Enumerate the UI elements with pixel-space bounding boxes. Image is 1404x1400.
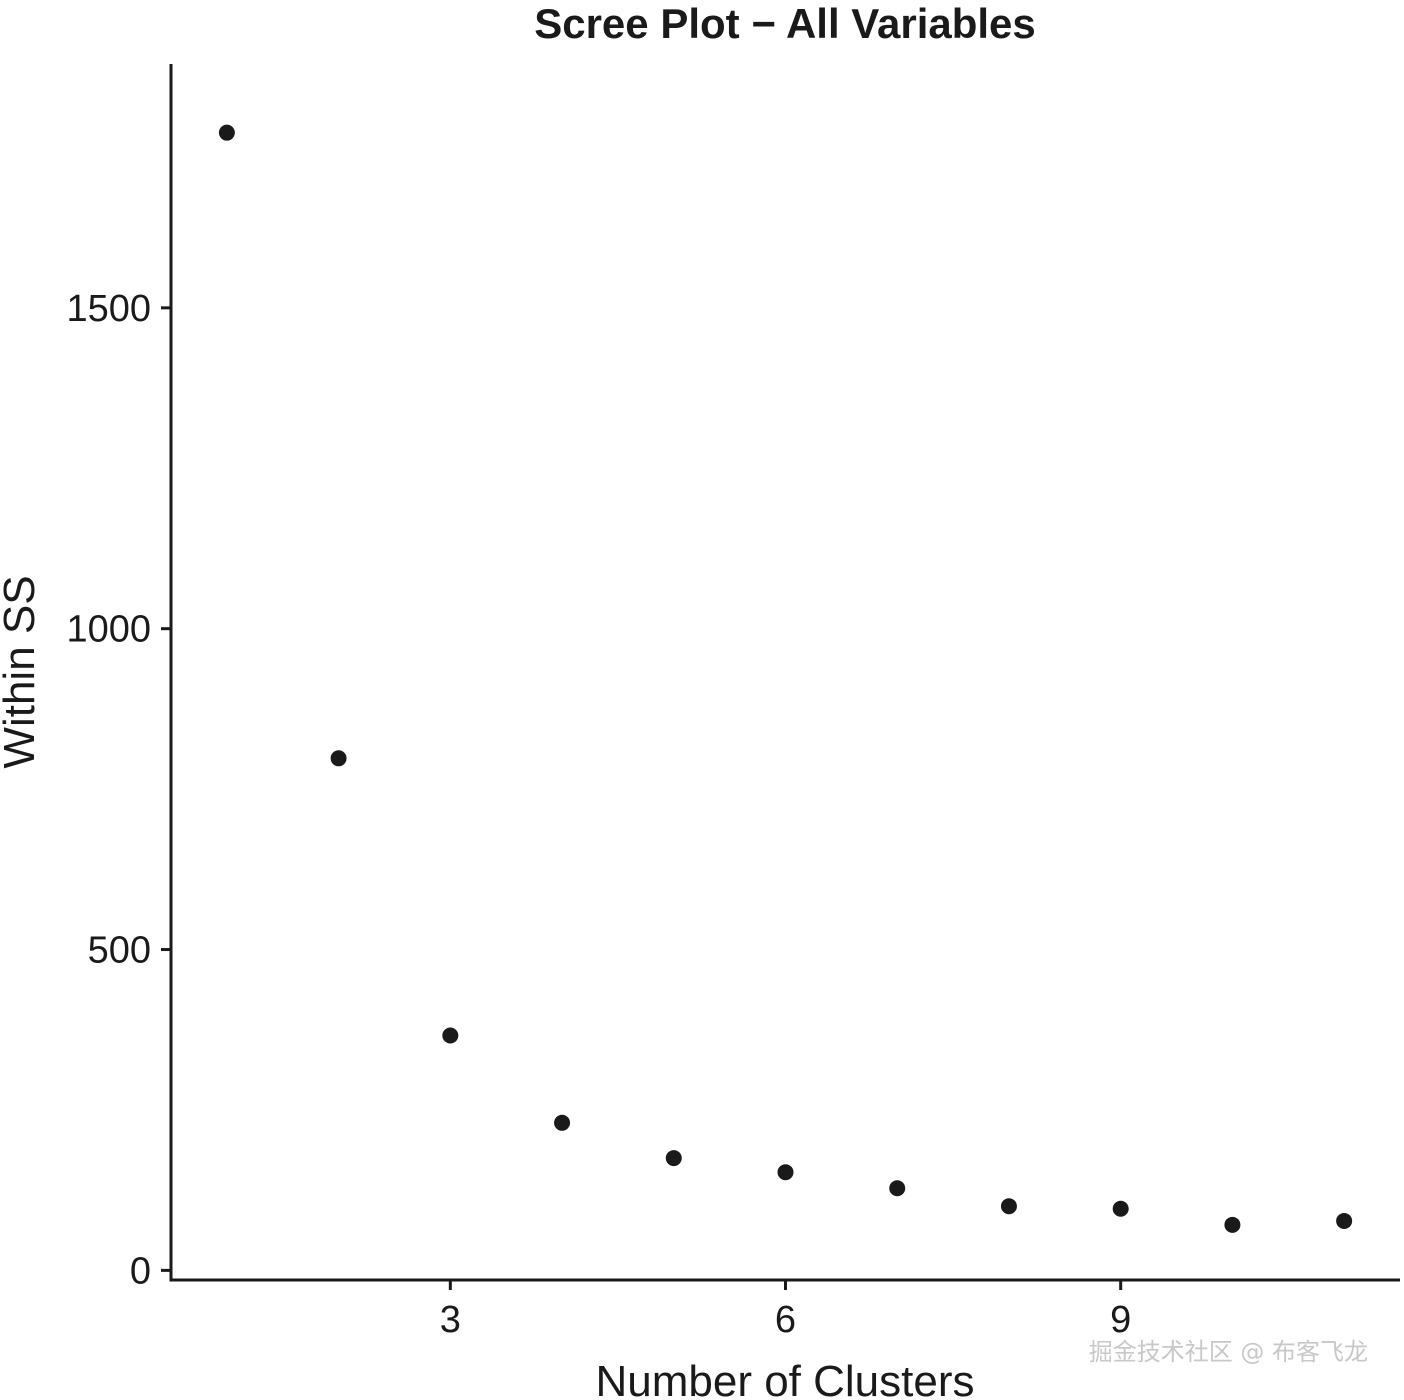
x-axis-ticks: 3 6 9: [440, 1280, 1131, 1341]
data-point: [1224, 1216, 1241, 1233]
data-points: [218, 124, 1353, 1233]
chart-title: Scree Plot − All Variables: [534, 0, 1036, 47]
data-point: [777, 1164, 794, 1181]
y-axis-ticks: 0 500 1000 1500: [66, 288, 171, 1292]
data-point: [1000, 1198, 1017, 1215]
data-point: [1112, 1200, 1129, 1217]
data-point: [889, 1180, 906, 1197]
data-point: [218, 124, 235, 141]
y-tick-label: 0: [130, 1250, 151, 1292]
x-axis-label: Number of Clusters: [595, 1357, 974, 1400]
data-point: [665, 1150, 682, 1167]
x-tick-label: 3: [440, 1299, 461, 1341]
y-tick-label: 1000: [66, 609, 151, 651]
x-tick-label: 9: [1110, 1299, 1131, 1341]
watermark: 掘金技术社区 @ 布客飞龙: [1089, 1338, 1368, 1366]
y-axis-label: Within SS: [0, 575, 44, 768]
data-point: [554, 1114, 571, 1131]
data-point: [1336, 1212, 1353, 1229]
y-tick-label: 1500: [66, 288, 151, 330]
y-tick-label: 500: [88, 930, 151, 972]
data-point: [330, 750, 347, 767]
data-point: [442, 1027, 459, 1044]
x-tick-label: 6: [775, 1299, 796, 1341]
